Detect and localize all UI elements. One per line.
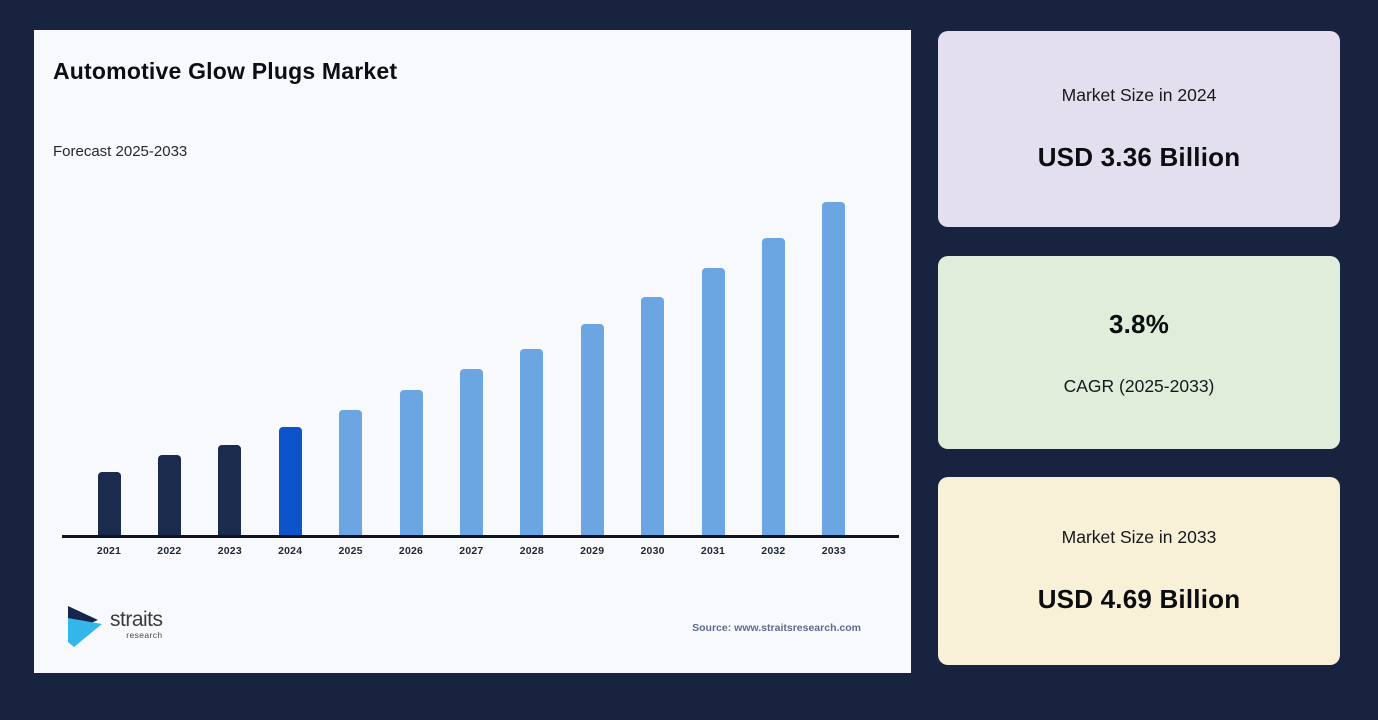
- source-attribution: Source: www.straitsresearch.com: [692, 622, 861, 634]
- bar-2029: [580, 324, 604, 535]
- bar-2026: [399, 390, 423, 535]
- bar-2023: [218, 445, 242, 535]
- x-axis-label-2030: 2030: [640, 545, 665, 557]
- x-axis-label-2024: 2024: [278, 545, 303, 557]
- x-axis-label-2027: 2027: [459, 545, 484, 557]
- stat-card-label: CAGR (2025-2033): [1063, 375, 1215, 396]
- x-axis-label-2028: 2028: [519, 545, 544, 557]
- bar-2032: [761, 238, 785, 535]
- bar-2028: [520, 349, 544, 535]
- bar-2024: [278, 427, 302, 535]
- bar-2027: [459, 369, 483, 535]
- straits-research-logo: straits research: [62, 603, 163, 654]
- x-axis-label-2026: 2026: [398, 545, 424, 557]
- bar-2033: [822, 202, 846, 535]
- x-axis-label-2023: 2023: [217, 545, 242, 557]
- logo-brand-subname: research: [126, 630, 163, 640]
- bar-2030: [641, 297, 665, 535]
- x-axis-line: [62, 535, 899, 538]
- straits-arrow-icon: [62, 603, 106, 654]
- chart-title: Automotive Glow Plugs Market: [53, 58, 398, 84]
- stat-card-value: 3.8%: [1108, 308, 1170, 339]
- plot-area: 2021 2022 2023 2024 2025 2026 2027 2028 2029 2030…: [62, 30, 899, 575]
- x-axis-label-2031: 2031: [700, 545, 726, 557]
- x-axis-label-2032: 2032: [761, 545, 786, 557]
- chart-panel: Automotive Glow Plugs Market Forecast 20…: [34, 30, 911, 673]
- bar-2031: [701, 268, 725, 535]
- x-axis-label-2021: 2021: [96, 545, 122, 557]
- chart-subtitle: Forecast 2025-2033: [53, 143, 188, 160]
- stat-card-label: Market Size in 2033: [1061, 527, 1217, 547]
- stat-card-market-size-2033: Market Size in 2033 USD 4.69 Billion: [938, 477, 1340, 665]
- x-axis-label-2033: 2033: [821, 545, 846, 557]
- bar-2025: [339, 410, 363, 535]
- stat-card-value: USD 3.36 Billion: [1037, 142, 1241, 172]
- logo-brand-name: straits: [110, 608, 163, 631]
- bar-2021: [97, 472, 121, 535]
- x-axis-label-2022: 2022: [157, 545, 182, 557]
- stat-card-cagr: 3.8% CAGR (2025-2033): [938, 256, 1340, 449]
- stat-card-market-size-2024: Market Size in 2024 USD 3.36 Billion: [938, 31, 1340, 227]
- logo-text: straits research: [110, 608, 163, 640]
- x-axis-label-2025: 2025: [338, 545, 363, 557]
- bar-2022: [157, 455, 181, 535]
- x-axis-label-2029: 2029: [580, 545, 605, 557]
- stat-card-value: USD 4.69 Billion: [1037, 584, 1241, 614]
- stat-card-label: Market Size in 2024: [1061, 85, 1217, 105]
